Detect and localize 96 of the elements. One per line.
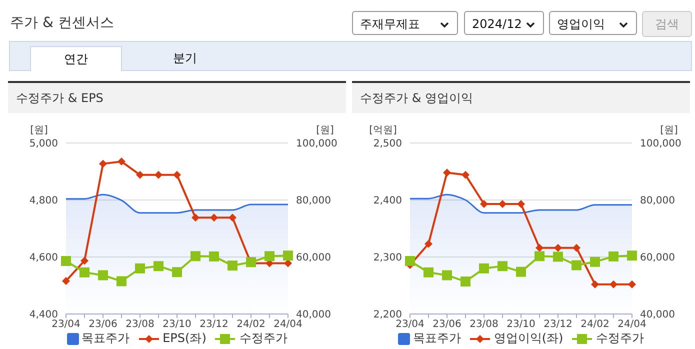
point (80, 267, 90, 278)
point (572, 244, 580, 252)
text: 2024/12 (464, 11, 544, 35)
legend-label: 목표주가 (412, 330, 461, 347)
point (154, 261, 164, 272)
point (135, 263, 145, 274)
point (534, 251, 544, 262)
y-tick-label: 5,000 (29, 138, 58, 150)
x-tick-label: 23/12 (200, 319, 228, 330)
point (627, 250, 637, 261)
x-tick-label: 23/12 (544, 319, 572, 330)
y2-tick-label: 100,000 (640, 138, 682, 150)
chart-title: 수정주가 & 영업이익 (352, 81, 690, 113)
point (442, 270, 452, 280)
point (424, 240, 432, 248)
point (536, 244, 544, 252)
x-tick-label: 23/10 (162, 319, 192, 330)
x-tick-label: 23/08 (126, 319, 154, 330)
point (590, 256, 600, 267)
text: 연간 (30, 46, 122, 71)
x-tick-label: 24/04 (618, 319, 646, 330)
point (572, 260, 582, 270)
text: 주재무제표 (352, 11, 458, 35)
point (479, 263, 489, 274)
y2-tick-label: 80,000 (640, 196, 675, 207)
x-tick-label: 23/10 (506, 319, 536, 330)
y2-tick-label: 60,000 (640, 252, 675, 264)
point (228, 260, 238, 271)
x-tick-label: 24/02 (580, 319, 610, 330)
point (460, 276, 470, 287)
legend-label: 수정주가 (238, 330, 288, 347)
y2-tick-label: 40,000 (296, 310, 331, 321)
legend-label: 목표주가 (80, 330, 130, 347)
y-tick-label: 2,500 (373, 138, 402, 150)
point (610, 280, 618, 288)
point (116, 276, 126, 286)
point (172, 267, 182, 278)
y-tick-label: 2,200 (373, 310, 402, 321)
point (554, 244, 562, 252)
point (228, 214, 236, 222)
point (443, 168, 451, 177)
y-tick-label: 2,400 (373, 196, 402, 207)
legend-label: EPS(좌) (162, 330, 206, 347)
point (462, 170, 470, 179)
x-tick-label: 23/06 (88, 319, 118, 330)
text: 분기 (172, 50, 198, 67)
point (480, 200, 488, 208)
point (553, 252, 563, 262)
y-tick-label: 4,800 (29, 196, 58, 207)
x-tick-label: 23/08 (470, 319, 498, 330)
x-tick-label: 23/04 (52, 319, 80, 330)
legend-label: 영업이익(좌) (492, 330, 564, 347)
legend-label: 수정주가 (595, 330, 644, 347)
point (80, 256, 88, 265)
text: 검색 (642, 11, 692, 37)
y2-tick-label: 100,000 (296, 138, 338, 150)
point (608, 251, 618, 262)
chart-title: 수정주가 & EPS (8, 81, 346, 113)
x-tick-label: 24/02 (236, 319, 266, 330)
point (62, 276, 70, 285)
point (424, 267, 434, 278)
y-tick-label: 2,300 (373, 252, 402, 264)
y2-axis-title: [원] (660, 125, 678, 136)
point (283, 250, 293, 261)
point (405, 256, 415, 266)
point (154, 170, 162, 179)
point (209, 251, 219, 262)
y-tick-label: 4,400 (29, 310, 58, 321)
y-axis-title: [원] (30, 125, 48, 136)
point (118, 158, 126, 166)
point (98, 270, 108, 280)
text: 영업이익 (549, 11, 637, 35)
point (264, 251, 274, 262)
point (210, 214, 218, 222)
text: 주가 & 컨센서스 (10, 14, 114, 32)
point (498, 200, 506, 208)
point (498, 261, 508, 272)
x-tick-label: 23/04 (396, 319, 424, 330)
y2-tick-label: 60,000 (296, 252, 331, 264)
point (591, 280, 599, 288)
point (173, 170, 181, 179)
x-tick-label: 23/06 (432, 319, 462, 330)
point (190, 251, 200, 262)
y-axis-title: [억원] (369, 125, 397, 136)
point (136, 170, 144, 179)
y2-tick-label: 80,000 (296, 196, 331, 207)
y2-tick-label: 40,000 (640, 310, 675, 321)
point (192, 214, 200, 222)
point (517, 200, 525, 208)
point (628, 280, 636, 288)
point (516, 266, 526, 277)
point (99, 160, 107, 168)
y-tick-label: 4,600 (29, 252, 58, 264)
x-tick-label: 24/04 (274, 319, 302, 330)
y2-axis-title: [원] (316, 125, 334, 136)
point (61, 256, 71, 266)
